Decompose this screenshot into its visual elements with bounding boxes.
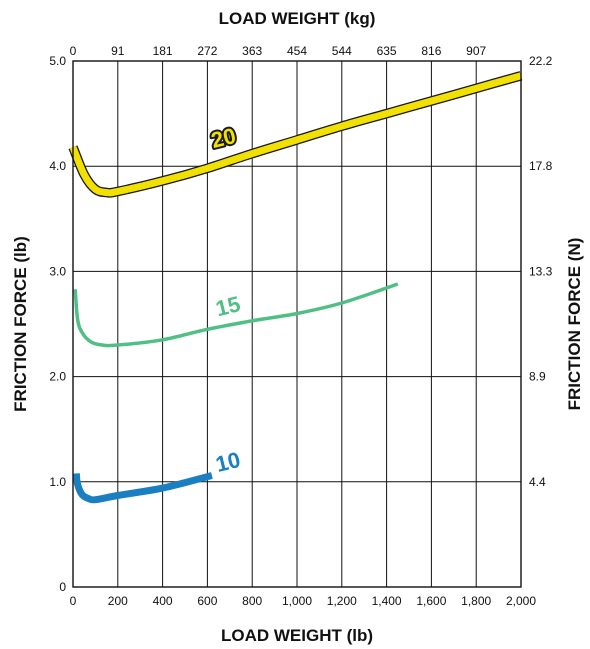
y-tick-label: 1.0 <box>49 475 66 489</box>
x-tick-label: 200 <box>108 594 128 608</box>
top-x-axis-title: LOAD WEIGHT (kg) <box>219 9 376 28</box>
top-x-tick-label: 181 <box>153 44 173 58</box>
series-line-15 <box>73 282 399 348</box>
y-tick-label: 5.0 <box>49 54 66 68</box>
y-axis-title: FRICTION FORCE (lb) <box>11 236 30 412</box>
right-y-tick-label: 22.2 <box>529 54 553 68</box>
top-x-tick-label: 0 <box>70 44 77 58</box>
top-x-tick-label: 816 <box>421 44 441 58</box>
y-tick-label: 3.0 <box>49 264 66 278</box>
x-tick-label: 2,000 <box>506 594 536 608</box>
right-y-tick-label: 13.3 <box>529 264 553 278</box>
series-label-text: 10 <box>213 447 243 477</box>
right-y-tick-label: 8.9 <box>529 370 546 384</box>
right-y-tick-label: 4.4 <box>529 475 546 489</box>
series-line-10 <box>72 472 213 504</box>
x-tick-label: 1,600 <box>416 594 446 608</box>
x-tick-label: 1,000 <box>282 594 312 608</box>
y-tick-label: 4.0 <box>49 159 66 173</box>
x-tick-label: 1,400 <box>372 594 402 608</box>
series-label-text: 20 <box>209 123 239 153</box>
x-tick-label: 0 <box>70 594 77 608</box>
plot-frame <box>72 60 522 588</box>
x-tick-label: 600 <box>197 594 217 608</box>
x-tick-label: 1,800 <box>461 594 491 608</box>
y-tick-label: 0 <box>59 580 66 594</box>
x-tick-label: 1,200 <box>327 594 357 608</box>
top-x-tick-label: 454 <box>287 44 307 58</box>
series-label-text: 15 <box>213 291 243 321</box>
x-axis-title: LOAD WEIGHT (lb) <box>221 626 373 645</box>
top-x-tick-label: 907 <box>466 44 486 58</box>
series-line-20 <box>69 72 522 197</box>
y-tick-label: 2.0 <box>49 370 66 384</box>
top-x-tick-label: 635 <box>377 44 397 58</box>
top-x-tick-label: 544 <box>332 44 352 58</box>
top-x-tick-label: 363 <box>242 44 262 58</box>
right-y-axis-title: FRICTION FORCE (N) <box>565 238 584 411</box>
x-tick-label: 800 <box>242 594 262 608</box>
top-x-tick-label: 272 <box>197 44 217 58</box>
x-tick-label: 400 <box>153 594 173 608</box>
right-y-tick-label: 17.8 <box>529 159 553 173</box>
top-x-tick-label: 91 <box>111 44 125 58</box>
